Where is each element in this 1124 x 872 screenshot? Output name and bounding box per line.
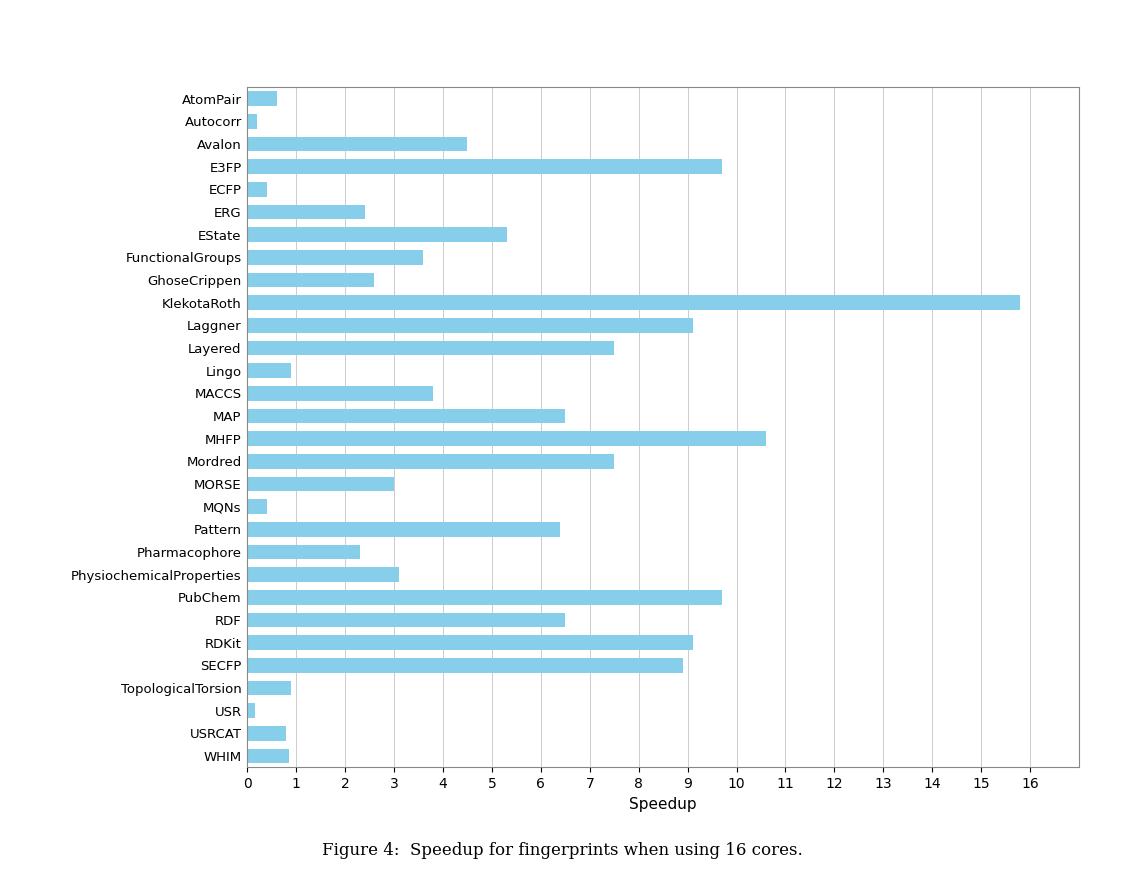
Text: Figure 4:  Speedup for fingerprints when using 16 cores.: Figure 4: Speedup for fingerprints when … [321,841,803,859]
Bar [247,114,257,128]
Bar [247,228,507,242]
Bar [247,318,692,332]
Bar [247,92,277,106]
Bar [247,568,399,582]
Bar [247,364,291,378]
Bar [247,681,291,695]
X-axis label: Speedup: Speedup [629,797,697,812]
Bar [247,432,765,446]
Bar [247,704,255,718]
Bar [247,613,565,627]
Bar [247,590,722,604]
Bar [247,182,266,196]
Bar [247,160,722,174]
Bar [247,409,565,423]
Bar [247,386,433,400]
Bar [247,658,682,672]
Bar [247,296,1021,310]
Bar [247,636,692,650]
Bar [247,749,289,763]
Bar [247,341,614,355]
Bar [247,205,364,219]
Bar [247,500,266,514]
Bar [247,545,360,559]
Bar [247,522,561,536]
Bar [247,250,424,264]
Bar [247,726,287,740]
Bar [247,137,468,151]
Bar [247,477,395,491]
Bar [247,454,614,468]
Bar [247,273,374,287]
